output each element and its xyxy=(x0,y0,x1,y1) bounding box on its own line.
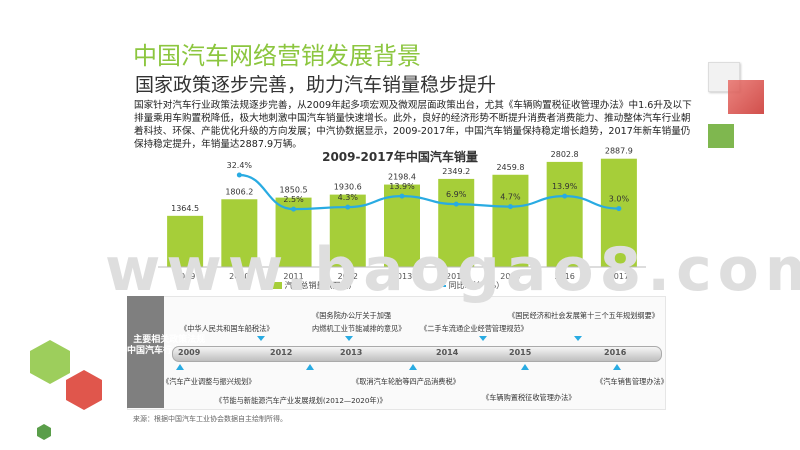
watermark: www.baogao8.com xyxy=(105,235,800,305)
x-tick-2013: 2013 xyxy=(392,272,412,281)
legend-line-swatch xyxy=(430,284,446,287)
timeline-year-2015: 2015 xyxy=(509,348,532,357)
x-tick-2011: 2011 xyxy=(283,272,303,281)
bar-2016 xyxy=(546,161,583,267)
growth-point-2015 xyxy=(507,204,513,210)
bar-2009 xyxy=(167,215,204,267)
bar-label-2017: 2887.9 xyxy=(605,147,633,156)
timeline-bar xyxy=(172,346,662,362)
marker-down-2 xyxy=(306,364,314,370)
x-tick-2014: 2014 xyxy=(446,272,466,281)
bar-label-2011: 1850.5 xyxy=(280,186,308,195)
growth-point-2017 xyxy=(616,206,622,212)
marker-up-4 xyxy=(574,336,582,341)
bar-label-2010: 1806.2 xyxy=(225,187,253,196)
x-tick-2015: 2015 xyxy=(500,272,520,281)
growth-point-2013 xyxy=(399,193,405,199)
policy-bottom-5: 《汽车销售管理办法》 xyxy=(596,377,668,386)
legend-bar: 汽车总销量（万辆） xyxy=(268,280,357,291)
growth-label-2011: 2.5% xyxy=(283,195,304,204)
bar-2010 xyxy=(221,199,258,267)
growth-point-2011 xyxy=(291,206,297,212)
x-tick-2009: 2009 xyxy=(175,272,195,281)
x-tick-2016: 2016 xyxy=(554,272,574,281)
marker-down-1 xyxy=(176,364,184,370)
timeline-side-text: 主要相关政策法规 中国汽车行业 xyxy=(127,335,206,356)
legend-bar-label: 汽车总销量（万辆） xyxy=(284,281,357,290)
policy-bottom-1: 《汽车产业调整与振兴规划》 xyxy=(162,377,256,386)
growth-label-2013: 13.9% xyxy=(389,182,415,191)
timeline-year-2016: 2016 xyxy=(604,348,627,357)
marker-down-4 xyxy=(521,364,529,370)
deco-square-green xyxy=(708,124,734,148)
deco-hexagons xyxy=(30,340,102,440)
x-tick-2010: 2010 xyxy=(229,272,249,281)
deco-hexagon-green xyxy=(30,340,70,384)
policy-top-3: 《二手车流通企业经营管理规范》 xyxy=(420,324,528,333)
growth-label-2017: 3.0% xyxy=(609,195,630,204)
bar-label-2014: 2349.2 xyxy=(442,167,470,176)
growth-point-2012 xyxy=(345,204,351,210)
deco-square-red xyxy=(728,80,764,114)
bar-label-2009: 1364.5 xyxy=(171,204,199,213)
timeline-side-label: 主要相关政策法规 中国汽车行业 xyxy=(127,296,205,408)
bar-label-2013: 2198.4 xyxy=(388,173,416,182)
intro-paragraph: 国家针对汽车行业政策法规逐步完善，从2009年起多项宏观及微观层面政策出台，尤其… xyxy=(134,100,692,150)
growth-point-2014 xyxy=(453,201,459,207)
policy-top-4: 《国民经济和社会发展第十三个五年规划纲要》 xyxy=(508,311,659,320)
bar-label-2012: 1930.6 xyxy=(334,183,362,192)
legend-line: 同比增长（%） xyxy=(430,280,504,291)
bar-2015 xyxy=(492,174,529,267)
bar-label-2015: 2459.8 xyxy=(496,163,524,172)
marker-down-3 xyxy=(409,364,417,370)
deco-hexagon-small xyxy=(37,424,51,440)
timeline-year-2012: 2012 xyxy=(270,348,293,357)
deco-square-white xyxy=(708,62,740,92)
policy-top-2b: 内燃机工业节能减排的意见》 xyxy=(312,324,406,333)
timeline-year-2014: 2014 xyxy=(436,348,459,357)
marker-up-1 xyxy=(257,336,265,341)
policy-top-2a: 《国务院办公厅关于加强 xyxy=(312,311,392,320)
growth-label-2015: 4.7% xyxy=(500,193,521,202)
page-subtitle: 国家政策逐步完善，助力汽车销量稳步提升 xyxy=(135,74,497,96)
chart-title: 2009-2017年中国汽车销量 xyxy=(322,150,478,164)
deco-hexagon-red xyxy=(66,370,102,410)
page-title: 中国汽车网络营销发展背景 xyxy=(133,42,421,70)
policy-bottom-4: 《车辆购置税征收管理办法》 xyxy=(482,393,576,402)
growth-point-2010 xyxy=(236,172,242,178)
timeline-year-2013: 2013 xyxy=(340,348,363,357)
growth-label-2010: 32.4% xyxy=(227,161,253,170)
growth-label-2012: 4.3% xyxy=(338,193,359,202)
x-tick-2017: 2017 xyxy=(609,272,629,281)
policy-top-1: 《中华人民共和国车船税法》 xyxy=(180,324,274,333)
source-note: 来源：根据中国汽车工业协会数据自主绘制所得。 xyxy=(133,415,287,423)
growth-point-2016 xyxy=(562,193,568,199)
policy-bottom-2: 《节能与新能源汽车产业发展规划(2012—2020年)》 xyxy=(215,396,387,405)
bar-2014 xyxy=(438,178,475,267)
x-tick-2012: 2012 xyxy=(338,272,358,281)
marker-up-3 xyxy=(479,336,487,341)
bar-2017 xyxy=(600,158,637,267)
bar-label-2016: 2802.8 xyxy=(551,150,579,159)
timeline-year-2009: 2009 xyxy=(178,348,201,357)
marker-down-5 xyxy=(613,364,621,370)
growth-label-2014: 6.9% xyxy=(446,190,467,199)
policy-bottom-3: 《取消汽车轮胎等四产品消费税》 xyxy=(352,377,460,386)
growth-label-2016: 13.9% xyxy=(552,182,578,191)
marker-up-2 xyxy=(345,336,353,341)
legend-bar-swatch xyxy=(268,282,282,289)
legend-line-label: 同比增长（%） xyxy=(448,281,505,290)
